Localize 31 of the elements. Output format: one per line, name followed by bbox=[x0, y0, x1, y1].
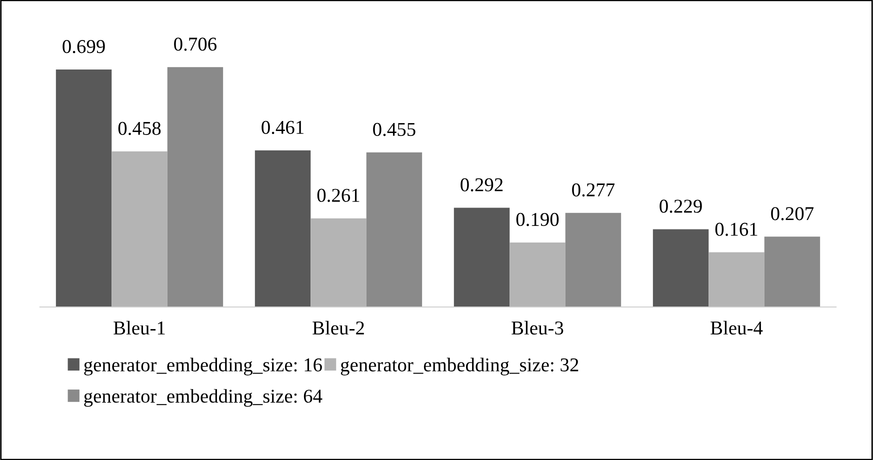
data-label: 0.458 bbox=[118, 122, 161, 136]
data-label: 0.699 bbox=[62, 40, 105, 54]
data-label: 0.292 bbox=[460, 178, 503, 192]
data-label: 0.229 bbox=[660, 200, 702, 213]
x-tick-label: Bleu-3 bbox=[512, 320, 564, 335]
data-label: 0.261 bbox=[317, 188, 360, 202]
legend-label: generator_embedding_size: 16 bbox=[84, 358, 322, 376]
x-tick-label: Bleu-1 bbox=[114, 320, 165, 335]
data-label: 0.207 bbox=[771, 207, 814, 220]
data-label: 0.461 bbox=[262, 120, 304, 134]
bar bbox=[254, 150, 311, 307]
bar bbox=[167, 67, 224, 307]
data-label: 0.161 bbox=[715, 222, 758, 236]
legend-label: generator_embedding_size: 32 bbox=[340, 358, 578, 376]
bar bbox=[565, 212, 622, 307]
data-label: 0.190 bbox=[516, 212, 559, 226]
x-tick-label: Bleu-4 bbox=[710, 320, 763, 335]
bar bbox=[310, 218, 366, 307]
bar bbox=[708, 252, 764, 307]
data-label: 0.455 bbox=[373, 122, 416, 136]
data-label: 0.706 bbox=[174, 38, 217, 51]
bar bbox=[764, 236, 820, 307]
bar bbox=[112, 151, 168, 307]
data-label: 0.277 bbox=[572, 183, 615, 197]
bar bbox=[454, 208, 510, 307]
x-tick-label: Bleu-2 bbox=[312, 320, 364, 335]
bar bbox=[366, 152, 422, 307]
legend-label: generator_embedding_size: 64 bbox=[84, 389, 322, 407]
bar bbox=[56, 70, 112, 307]
bar bbox=[510, 242, 566, 307]
bar bbox=[652, 229, 709, 307]
